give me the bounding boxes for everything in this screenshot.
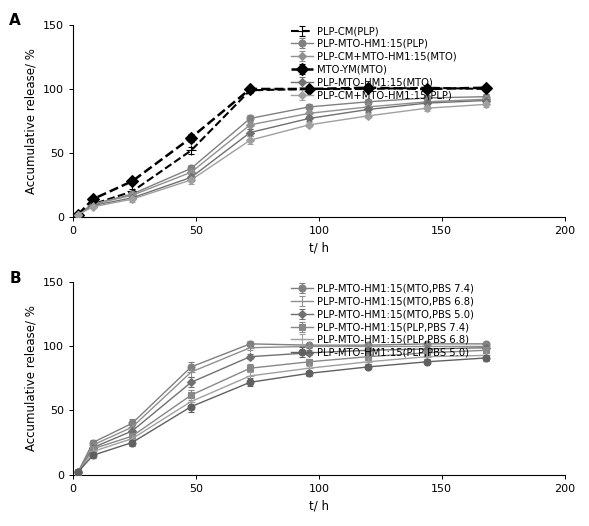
Y-axis label: Accumulative release/ %: Accumulative release/ % [25,48,38,194]
Legend: PLP-MTO-HM1:15(MTO,PBS 7.4), PLP-MTO-HM1:15(MTO,PBS 6.8), PLP-MTO-HM1:15(MTO,PBS: PLP-MTO-HM1:15(MTO,PBS 7.4), PLP-MTO-HM1… [290,281,477,360]
X-axis label: t/ h: t/ h [309,241,329,255]
Legend: PLP-CM(PLP), PLP-MTO-HM1:15(PLP), PLP-CM+MTO-HM1:15(MTO), MTO-YM(MTO), PLP-MTO-H: PLP-CM(PLP), PLP-MTO-HM1:15(PLP), PLP-CM… [290,24,459,102]
Y-axis label: Accumulative release/ %: Accumulative release/ % [25,306,38,451]
Text: A: A [9,13,21,28]
Text: B: B [9,271,21,286]
X-axis label: t/ h: t/ h [309,499,329,512]
